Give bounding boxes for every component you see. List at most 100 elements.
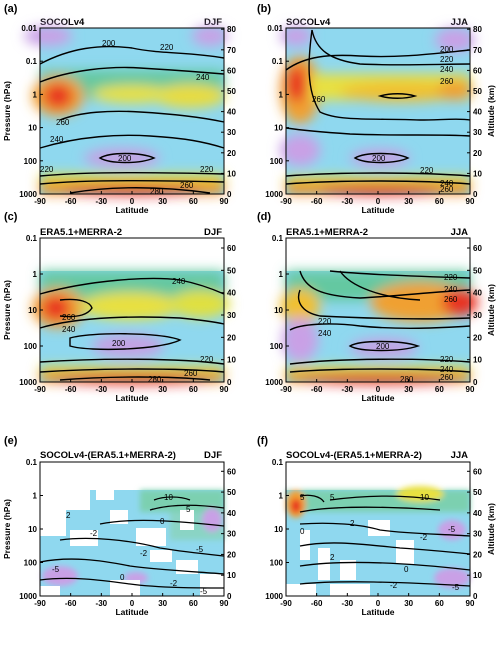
y-tick-label: 0.1 <box>272 458 284 467</box>
y-axis-label: Pressure (hPa) <box>2 280 12 340</box>
x-tick-label: 90 <box>220 197 229 206</box>
x-tick-label: 60 <box>189 385 198 394</box>
svg-text:220: 220 <box>444 273 458 282</box>
y-tick-label: 0.1 <box>26 458 38 467</box>
svg-text:280: 280 <box>148 375 162 384</box>
x-axis-label: Latitude <box>361 607 394 617</box>
svg-text:-5: -5 <box>196 545 204 554</box>
y2-axis-label: Altitude (km) <box>486 85 496 137</box>
svg-text:-2: -2 <box>140 549 148 558</box>
panel-c: (c) ERA5.1+MERRA-2 DJF <box>4 211 230 384</box>
svg-text:240: 240 <box>318 329 332 338</box>
svg-text:200: 200 <box>102 39 116 48</box>
svg-text:-2: -2 <box>420 533 428 542</box>
alt-tick-label: 80 <box>473 25 482 34</box>
contours <box>39 277 225 381</box>
y-tick-label: 0.1 <box>26 234 38 243</box>
svg-text:260: 260 <box>180 181 194 190</box>
x-tick-label: -30 <box>342 385 354 394</box>
y-tick-label: 1000 <box>19 378 37 387</box>
panel-letter: (a) <box>4 3 18 15</box>
y-tick-label: 1000 <box>19 592 37 601</box>
svg-text:260: 260 <box>440 185 454 194</box>
alt-tick-label: 70 <box>473 46 482 55</box>
svg-text:220: 220 <box>440 55 454 64</box>
y-tick-label: 0.1 <box>272 234 284 243</box>
svg-text:-5: -5 <box>452 583 460 592</box>
y-tick-label: 10 <box>28 124 37 133</box>
alt-tick-label: 0 <box>227 190 232 199</box>
y-tick-label: 1 <box>279 492 284 501</box>
svg-text:2: 2 <box>350 519 355 528</box>
alt-tick-label: 50 <box>473 87 482 96</box>
x-tick-label: -60 <box>65 599 77 608</box>
y-tick-label: 0.01 <box>21 24 37 33</box>
x-tick-label: -90 <box>280 385 292 394</box>
alt-tick-label: 60 <box>473 467 482 476</box>
svg-text:260: 260 <box>440 373 454 382</box>
panel-d: (d) ERA5.1+MERRA-2 JJA <box>257 211 478 384</box>
alt-tick-label: 0 <box>473 592 478 601</box>
x-tick-label: -60 <box>311 197 323 206</box>
alt-tick-label: 20 <box>473 550 482 559</box>
svg-text:280: 280 <box>400 375 414 384</box>
y-tick-label: 10 <box>28 525 37 534</box>
alt-tick-label: 40 <box>473 509 482 518</box>
contours <box>39 45 225 194</box>
panel-letter: (d) <box>257 211 271 223</box>
svg-text:220: 220 <box>318 317 332 326</box>
svg-text:10: 10 <box>420 493 429 502</box>
svg-text:260: 260 <box>444 295 458 304</box>
y2-axis-label: Altitude (km) <box>486 284 496 336</box>
heatmap-field <box>40 490 224 596</box>
alt-tick-label: 30 <box>473 311 482 320</box>
svg-text:240: 240 <box>440 365 454 374</box>
contours <box>39 496 225 589</box>
x-tick-label: 90 <box>466 385 475 394</box>
x-tick-label: 60 <box>189 197 198 206</box>
y-tick-label: 100 <box>270 342 284 351</box>
x-tick-label: -60 <box>311 385 323 394</box>
panel-season: JJA <box>451 227 469 238</box>
y-tick-label: 1 <box>33 270 38 279</box>
alt-tick-label: 30 <box>473 128 482 137</box>
svg-text:220: 220 <box>420 166 434 175</box>
alt-tick-label: 50 <box>473 488 482 497</box>
alt-tick-label: 40 <box>473 289 482 298</box>
alt-tick-label: 10 <box>227 571 236 580</box>
x-tick-label: 30 <box>404 385 413 394</box>
svg-text:260: 260 <box>62 313 76 322</box>
svg-text:-2: -2 <box>390 581 398 590</box>
alt-tick-label: 40 <box>227 509 236 518</box>
x-axis-label: Latitude <box>361 205 394 215</box>
x-tick-label: -60 <box>65 385 77 394</box>
x-axis-label: Latitude <box>115 607 148 617</box>
svg-text:220: 220 <box>440 355 454 364</box>
svg-text:200: 200 <box>118 154 132 163</box>
svg-text:240: 240 <box>440 179 454 188</box>
x-tick-label: -30 <box>96 385 108 394</box>
y-tick-label: 0.1 <box>272 57 284 66</box>
heatmap-field <box>286 486 470 596</box>
alt-tick-label: 0 <box>473 378 478 387</box>
alt-tick-label: 50 <box>227 488 236 497</box>
svg-text:0: 0 <box>120 573 125 582</box>
svg-text:260: 260 <box>184 369 198 378</box>
y-tick-label: 100 <box>24 342 38 351</box>
svg-text:5: 5 <box>186 505 191 514</box>
panel-dataset: SOCOLv4-(ERA5.1+MERRA-2) <box>286 450 422 461</box>
svg-text:220: 220 <box>200 355 214 364</box>
alt-tick-label: 20 <box>227 149 236 158</box>
y-tick-label: 100 <box>24 559 38 568</box>
alt-tick-label: 60 <box>473 66 482 75</box>
y-axis-label: Pressure (hPa) <box>2 499 12 559</box>
panel-season: JJA <box>451 17 469 28</box>
x-tick-label: 60 <box>435 385 444 394</box>
y-tick-label: 0.01 <box>267 24 283 33</box>
x-tick-label: -60 <box>65 197 77 206</box>
svg-text:240: 240 <box>444 285 458 294</box>
alt-tick-label: 40 <box>473 108 482 117</box>
y-tick-label: 100 <box>270 157 284 166</box>
x-tick-label: 0 <box>376 599 381 608</box>
x-tick-label: -90 <box>34 385 46 394</box>
